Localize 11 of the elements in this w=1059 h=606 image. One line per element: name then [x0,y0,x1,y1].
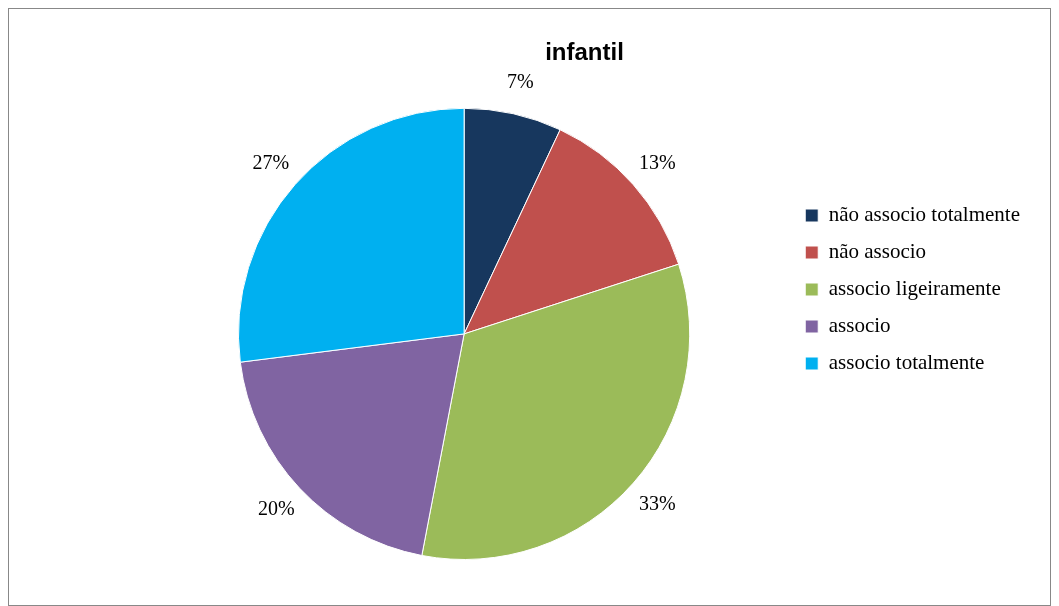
data-label: 7% [506,69,534,92]
data-label: 20% [257,497,295,520]
chart-title: infantil [545,38,624,66]
data-label: 33% [639,491,676,514]
data-label: 27% [252,150,290,173]
legend-label: associo [828,313,891,338]
legend-label: associo ligeiramente [828,276,1001,301]
legend-label: não associo [828,239,927,264]
legend-label: não associo totalmente [828,202,1020,227]
legend-label: associo totalmente [828,350,985,375]
data-label: 13% [639,150,676,173]
